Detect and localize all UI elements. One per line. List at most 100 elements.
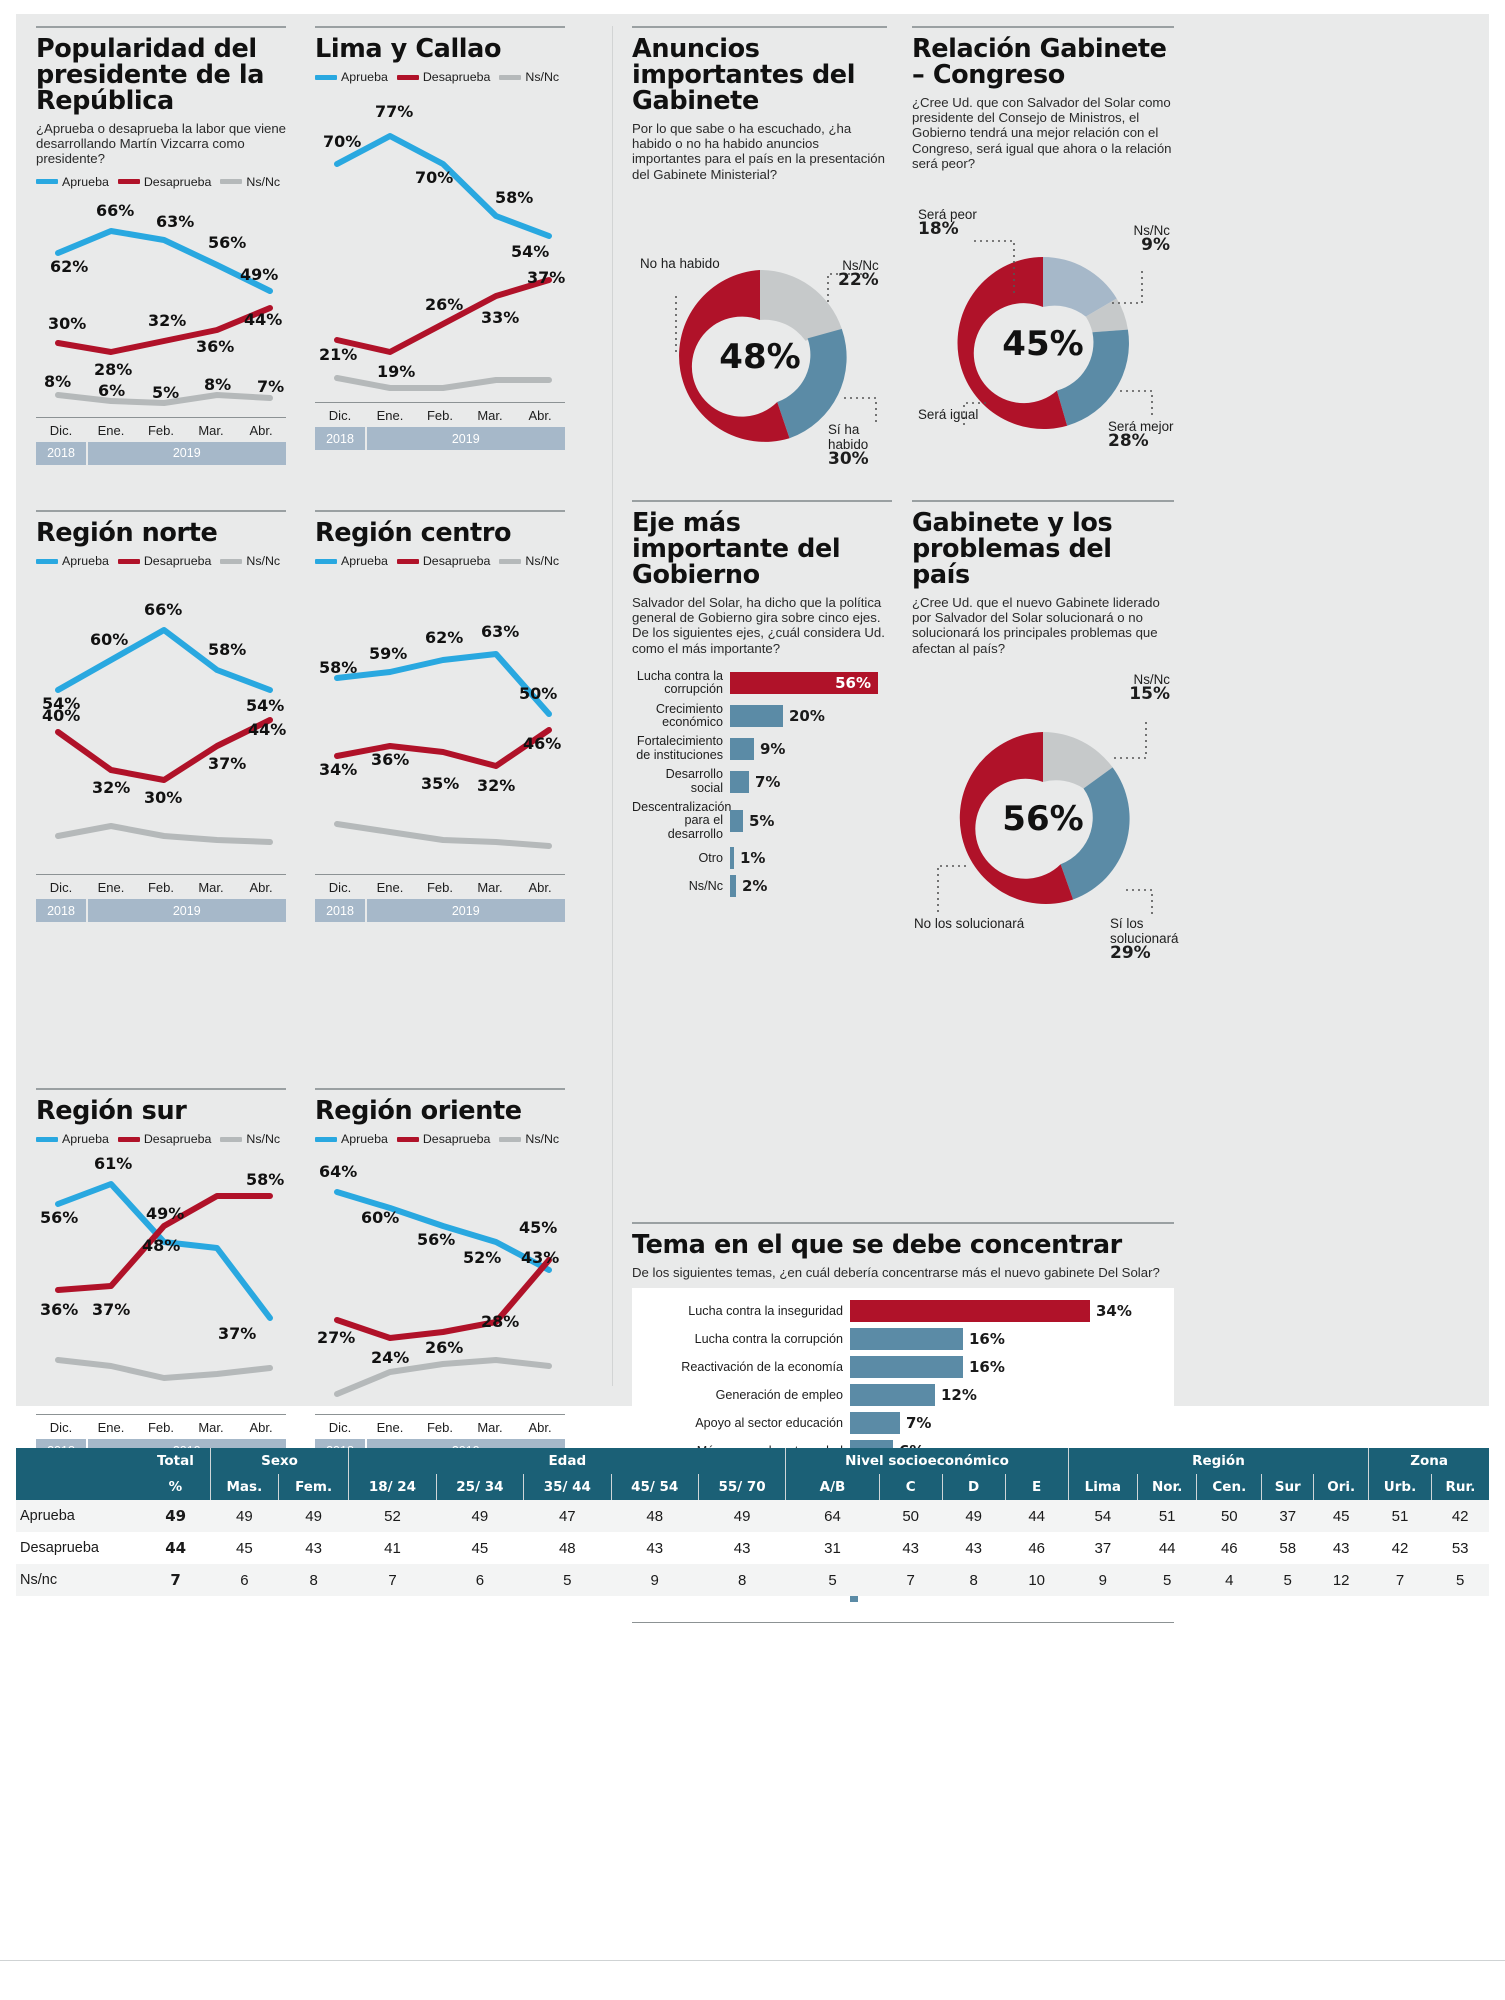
data-label: 58% [246,1170,285,1189]
chart-svg [55,627,273,845]
cell: 5 [1163,1571,1172,1589]
data-label: 62% [50,256,89,276]
cell: 50 [902,1507,920,1525]
bar-row: Fortalecimiento de instituciones 9% [632,735,892,762]
legend-item-desaprueba: Desaprueba [117,175,211,189]
series-desaprueba-line [55,1193,273,1293]
table-row: Ns/nc 7 6 8 7 6 5 9 8 5 7 8 10 9 5 4 5 [16,1564,1489,1596]
donut-center-value: 45% [1002,324,1083,364]
axis-tick: Abr. [249,880,273,895]
legend-swatch-red-icon [117,1136,140,1142]
series-nsnc-line [334,375,552,391]
year-2018: 2018 [36,441,86,465]
cell: 41 [384,1539,401,1557]
bar-fill [850,1552,858,1575]
panel-rule [36,1088,286,1090]
th-sub-18-24: 18/ 24 [348,1474,437,1500]
axis-tick: Abr. [249,422,273,438]
axis-tick: Abr. [249,1420,273,1435]
axis-tick: Mar. [477,408,503,423]
label-text: No ha habido [640,255,720,271]
data-label: 35% [421,774,460,793]
legend-label: Aprueba [341,1132,388,1146]
data-label: 48% [142,1236,181,1255]
cell: 49 [471,1507,489,1525]
line-chart-norte: 54% 60% 66% 58% 54% 40% 32% 30% 37% 44% [36,574,286,874]
bar-row: Apoyo al sector educación 7% [642,1412,1164,1435]
legend: Aprueba Desaprueba Ns/Nc [315,554,565,568]
panel-title: Región norte [36,518,218,548]
data-label: 43% [521,1248,560,1267]
th-nse: Nivel socioeconómico [785,1448,1069,1474]
panel-oriente: Región oriente Aprueba Desaprueba Ns/Nc … [315,1088,565,1495]
cell: 47 [558,1507,576,1525]
label-value: 22% [838,269,879,290]
bar-label: Solución de conflictos sociales [672,1499,843,1514]
panel-title: Anuncios importantes del Gabinete [632,34,856,116]
line-chart-centro: 58% 59% 62% 63% 50% 34% 36% 35% 32% 46% [315,574,565,874]
label-value: 28% [1108,431,1149,452]
donut-label-sera-mejor: Será mejor 28% [1108,419,1174,452]
chart-svg [55,227,273,406]
table: Total Sexo Edad Nivel socioeconómico Reg… [16,1448,1489,1596]
series-aprueba-line [55,227,273,294]
th-sub-ab: A/B [785,1474,880,1500]
donut-svg: 56% [937,721,1153,914]
series-desaprueba-line [334,277,552,355]
series-nsnc-line [55,391,273,406]
data-label: 56% [208,232,247,252]
donut-label-sera-peor: Será peor 18% [918,207,977,238]
label-value: 30% [828,448,869,469]
data-label: 58% [319,658,358,677]
x-axis-months: Dic. Ene. Feb. Mar. Abr. [36,1414,286,1435]
axis-tick: Mar. [198,422,224,438]
legend-item-nsnc: Ns/Nc [499,554,559,568]
bar-value: 16% [969,1358,1005,1377]
cell: 49 [236,1507,253,1525]
cell: 53 [1451,1539,1469,1557]
th-sub-rur: Rur. [1431,1474,1489,1500]
bar-label: Otro [698,850,724,865]
axis-tick: Abr. [528,1420,552,1435]
chart-svg [334,133,552,391]
slice-si [1060,767,1130,900]
data-label: 64% [319,1162,358,1181]
bar-label: Desarrollo social [665,767,723,795]
bar-value: 20% [789,707,825,726]
legend-item-desaprueba: Desaprueba [396,554,490,568]
series-aprueba-line [334,1189,552,1273]
data-label: 58% [495,188,534,207]
legend-item-nsnc: Ns/Nc [220,1132,280,1146]
legend-item-desaprueba: Desaprueba [396,70,490,84]
bar-label: Descentralización para el desarrollo [632,800,732,841]
year-bar: 2018 2019 [315,427,565,450]
panel-title: Región oriente [315,1096,522,1126]
cell: 7 [388,1571,397,1589]
panel-rule [315,1088,565,1090]
cell: 5 [1455,1571,1465,1589]
leader-line-nsnc [1108,271,1143,304]
data-label: 34% [319,760,358,779]
th-sub-cen: Cen. [1196,1474,1263,1500]
legend-swatch-blue-icon [315,74,337,80]
legend-item-nsnc: Ns/Nc [499,1132,559,1146]
bar-label: Lucha contra la inseguridad [688,1303,843,1318]
cell: 12 [1332,1571,1350,1589]
series-aprueba-line [55,1181,273,1321]
panel-anuncios: Anuncios importantes del Gabinete Por lo… [632,26,887,486]
data-label: 37% [527,268,566,287]
bar-chart-eje: Lucha contra la corrupción 56% Crecimien… [632,669,892,898]
bar-fill [850,1384,935,1407]
label-value: 29% [1110,942,1151,963]
x-axis-months: Dic. Ene. Feb. Mar. Abr. [36,416,286,438]
slice-no [679,269,790,442]
legend-swatch-grey-icon [220,179,243,185]
th-region: Región [1068,1448,1370,1474]
legend-swatch-grey-icon [499,74,522,80]
legend-swatch-grey-icon [499,1136,522,1142]
axis-tick: Ene. [376,880,404,895]
legend-swatch-red-icon [117,558,140,564]
legend-item-aprueba: Aprueba [36,554,109,568]
data-label: 44% [244,309,283,329]
th-zona: Zona [1368,1448,1489,1474]
